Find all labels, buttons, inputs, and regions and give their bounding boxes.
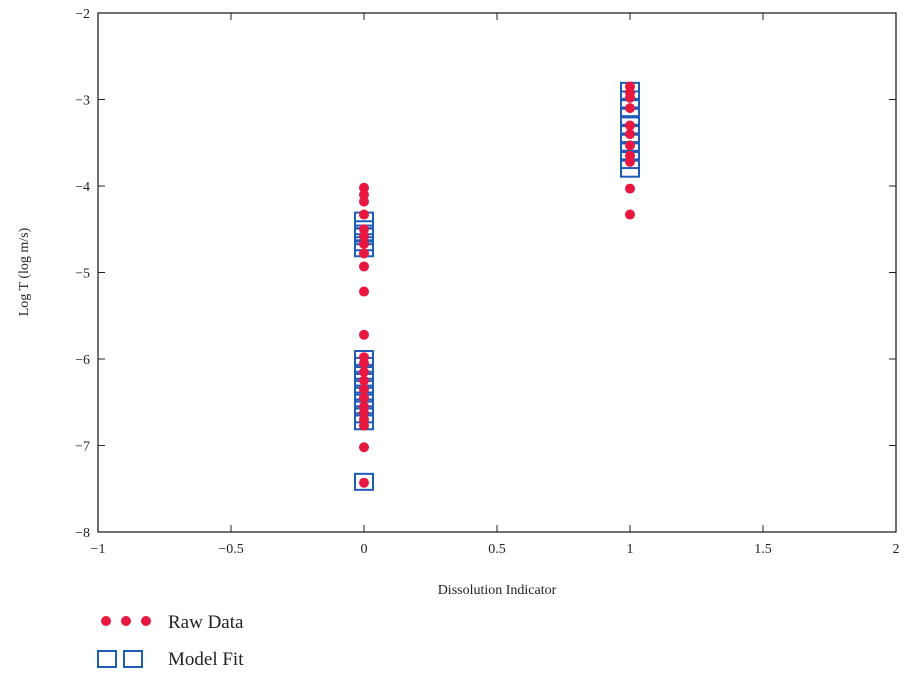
raw-data-point — [625, 156, 635, 167]
legend-model-fit-marker — [97, 650, 117, 668]
legend-raw-data-marker — [101, 616, 111, 626]
raw-data-point — [359, 238, 369, 249]
raw-data-point — [359, 442, 369, 453]
y-axis: −2 −3 −4 −5 −6 −7 −8 — [75, 7, 896, 541]
x-tick-label: −1 — [91, 542, 106, 557]
raw-data-point — [359, 420, 369, 431]
raw-data-point — [359, 384, 369, 395]
raw-data-point — [625, 209, 635, 220]
y-tick-label: −6 — [75, 353, 90, 368]
legend: Raw Data Model Fit — [97, 612, 244, 670]
legend-raw-data-marker — [121, 616, 131, 626]
plot-frame — [97, 12, 897, 533]
x-tick-label: 1.5 — [754, 542, 772, 557]
model-fit-point — [354, 472, 374, 491]
y-tick-label: −7 — [75, 440, 90, 455]
plot-area — [97, 12, 897, 533]
y-tick-label: −4 — [75, 180, 90, 195]
raw-data-point — [359, 261, 369, 272]
series-raw-data — [359, 81, 635, 488]
y-tick-label: −3 — [75, 94, 90, 109]
raw-data-point — [359, 231, 369, 242]
legend-model-fit-marker — [123, 650, 143, 668]
x-tick-label: 0 — [361, 542, 368, 557]
y-tick-label: −2 — [75, 7, 90, 22]
raw-data-point — [359, 477, 369, 488]
x-axis-label: Dissolution Indicator — [438, 583, 557, 598]
raw-data-point — [625, 140, 635, 151]
legend-raw-data-marker — [141, 616, 151, 626]
legend-raw-data-label: Raw Data — [168, 612, 244, 633]
x-tick-label: 1 — [627, 542, 634, 557]
raw-data-point — [359, 248, 369, 259]
legend-model-fit-label: Model Fit — [168, 649, 244, 670]
raw-data-point — [359, 209, 369, 220]
y-tick-label: −5 — [75, 267, 90, 282]
x-tick-label: 2 — [893, 542, 900, 557]
raw-data-point — [359, 329, 369, 340]
raw-data-point — [625, 129, 635, 140]
raw-data-point — [625, 92, 635, 103]
legend-item-raw-data: Raw Data — [101, 612, 244, 633]
raw-data-point — [359, 224, 369, 235]
raw-data-point — [625, 120, 635, 131]
raw-data-point — [625, 183, 635, 194]
raw-data-point — [359, 366, 369, 377]
raw-data-point — [359, 392, 369, 403]
x-tick-label: 0.5 — [488, 542, 506, 557]
x-tick-label: −0.5 — [218, 542, 243, 557]
raw-data-point — [359, 196, 369, 207]
raw-data-point — [359, 375, 369, 386]
raw-data-point — [359, 189, 369, 200]
raw-data-point — [625, 103, 635, 114]
series-model-fit — [354, 81, 640, 491]
y-tick-label: −8 — [75, 526, 90, 541]
raw-data-point — [359, 182, 369, 193]
raw-data-point — [359, 286, 369, 297]
y-axis-label: Log T (log m/s) — [17, 227, 32, 316]
series-layer — [354, 81, 640, 491]
x-axis: −1 −0.5 0 0.5 1 1.5 2 — [91, 13, 900, 557]
raw-data-point — [359, 358, 369, 369]
raw-data-point — [359, 407, 369, 418]
legend-item-model-fit: Model Fit — [97, 649, 244, 670]
